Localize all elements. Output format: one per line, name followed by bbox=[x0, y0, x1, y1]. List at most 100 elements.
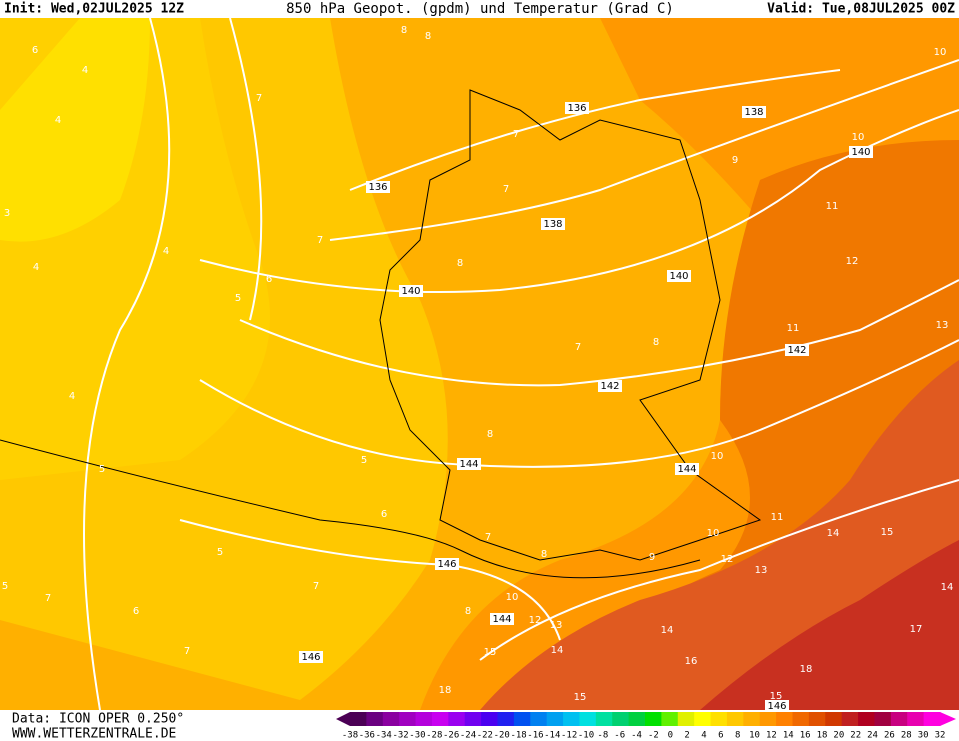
geopotential-label: 144 bbox=[677, 464, 696, 475]
geopotential-label-box bbox=[565, 102, 589, 114]
temperature-label: 5 bbox=[99, 464, 105, 475]
scale-box bbox=[858, 712, 875, 726]
scale-box bbox=[759, 712, 777, 726]
scale-label: 24 bbox=[867, 731, 878, 741]
scale-label: 6 bbox=[718, 731, 723, 741]
scale-label: -14 bbox=[544, 731, 560, 741]
geopotential-label-box bbox=[435, 558, 459, 570]
temperature-label: 7 bbox=[313, 581, 319, 592]
scale-box bbox=[645, 712, 662, 726]
scale-label: 22 bbox=[850, 731, 861, 741]
scale-box bbox=[612, 712, 630, 726]
scale-arrow-left bbox=[336, 712, 350, 726]
contour-south bbox=[479, 479, 959, 661]
scale-box bbox=[776, 712, 793, 726]
geopotential-label: 136 bbox=[567, 103, 586, 114]
temperature-label: 4 bbox=[33, 262, 39, 273]
scale-box bbox=[677, 712, 695, 726]
temperature-label: 10 bbox=[711, 451, 724, 462]
temperature-label: 4 bbox=[55, 115, 61, 126]
scale-box bbox=[415, 712, 433, 726]
geopotential-label-box bbox=[765, 700, 789, 712]
temperature-label: 5 bbox=[361, 455, 367, 466]
geopotential-label-box bbox=[849, 146, 873, 158]
contour-west bbox=[83, 17, 171, 711]
temperature-label: 3 bbox=[4, 208, 10, 219]
contour-144 bbox=[199, 339, 959, 468]
temperature-label: 18 bbox=[439, 685, 452, 696]
temperature-label: 8 bbox=[465, 606, 471, 617]
scale-box bbox=[923, 712, 941, 726]
temperature-label: 4 bbox=[82, 65, 88, 76]
scale-label: -38 bbox=[342, 731, 358, 741]
temperature-label: 8 bbox=[541, 549, 547, 560]
scale-box bbox=[595, 712, 613, 726]
geopotential-label-box bbox=[785, 344, 809, 356]
temperature-label: 12 bbox=[721, 554, 734, 565]
scale-box bbox=[464, 712, 482, 726]
scale-label: 26 bbox=[884, 731, 895, 741]
scale-label: -18 bbox=[510, 731, 526, 741]
temperature-label: 14 bbox=[551, 645, 564, 656]
scale-box bbox=[513, 712, 531, 726]
geopotential-label-box bbox=[742, 106, 766, 118]
temperature-label: 11 bbox=[826, 201, 839, 212]
temperature-label: 6 bbox=[133, 606, 139, 617]
scale-label: -26 bbox=[443, 731, 459, 741]
geopotential-label: 144 bbox=[459, 459, 478, 470]
scale-label: 20 bbox=[833, 731, 844, 741]
scale-label: 16 bbox=[800, 731, 811, 741]
temperature-label: 15 bbox=[484, 647, 497, 658]
temperature-label: 15 bbox=[574, 692, 587, 703]
geopotential-label-box bbox=[490, 613, 514, 625]
geopotential-label: 146 bbox=[301, 652, 320, 663]
temperature-label: 8 bbox=[425, 31, 431, 42]
zone-2 bbox=[0, 18, 150, 242]
scale-box bbox=[448, 712, 466, 726]
temperature-label: 13 bbox=[936, 320, 949, 331]
temperature-label: 8 bbox=[487, 429, 493, 440]
temperature-label: 14 bbox=[941, 582, 954, 593]
scale-box bbox=[726, 712, 744, 726]
scale-label: -24 bbox=[460, 731, 476, 741]
geopotential-label-box bbox=[598, 380, 622, 392]
scale-label: 0 bbox=[668, 731, 673, 741]
temperature-label: 7 bbox=[317, 235, 323, 246]
scale-arrow-right bbox=[940, 712, 956, 726]
germany-border bbox=[379, 89, 762, 561]
temperature-label: 17 bbox=[910, 624, 923, 635]
contour-140 bbox=[199, 109, 959, 293]
scale-box bbox=[890, 712, 908, 726]
scale-box bbox=[628, 712, 646, 726]
init-time: Init: Wed,02JUL2025 12Z bbox=[4, 2, 184, 17]
scale-label: -16 bbox=[527, 731, 543, 741]
temperature-label: 7 bbox=[513, 129, 519, 140]
scale-label: -2 bbox=[648, 731, 659, 741]
scale-label: 14 bbox=[783, 731, 794, 741]
temperature-label: 7 bbox=[256, 93, 262, 104]
scale-box bbox=[694, 712, 712, 726]
scale-box bbox=[546, 712, 564, 726]
scale-box bbox=[825, 712, 843, 726]
scale-label: 8 bbox=[735, 731, 740, 741]
geopotential-label: 136 bbox=[368, 182, 387, 193]
temperature-label: 10 bbox=[934, 47, 947, 58]
temperature-label: 6 bbox=[32, 45, 38, 56]
geopotential-label: 146 bbox=[767, 701, 786, 712]
scale-label: -28 bbox=[426, 731, 442, 741]
contour-136 bbox=[349, 69, 841, 191]
scale-box bbox=[661, 712, 679, 726]
temperature-label: 5 bbox=[217, 547, 223, 558]
scale-box bbox=[431, 712, 449, 726]
geopotential-label-box bbox=[667, 270, 691, 282]
geopotential-label: 138 bbox=[744, 107, 763, 118]
scale-label: -32 bbox=[392, 731, 408, 741]
geopotential-label-box bbox=[541, 218, 565, 230]
temperature-label: 8 bbox=[653, 337, 659, 348]
scale-box bbox=[481, 712, 498, 726]
temperature-label: 14 bbox=[661, 625, 674, 636]
scale-box bbox=[382, 712, 400, 726]
zone-18 bbox=[700, 540, 959, 710]
geopotential-label: 144 bbox=[492, 614, 511, 625]
temperature-label: 8 bbox=[401, 25, 407, 36]
